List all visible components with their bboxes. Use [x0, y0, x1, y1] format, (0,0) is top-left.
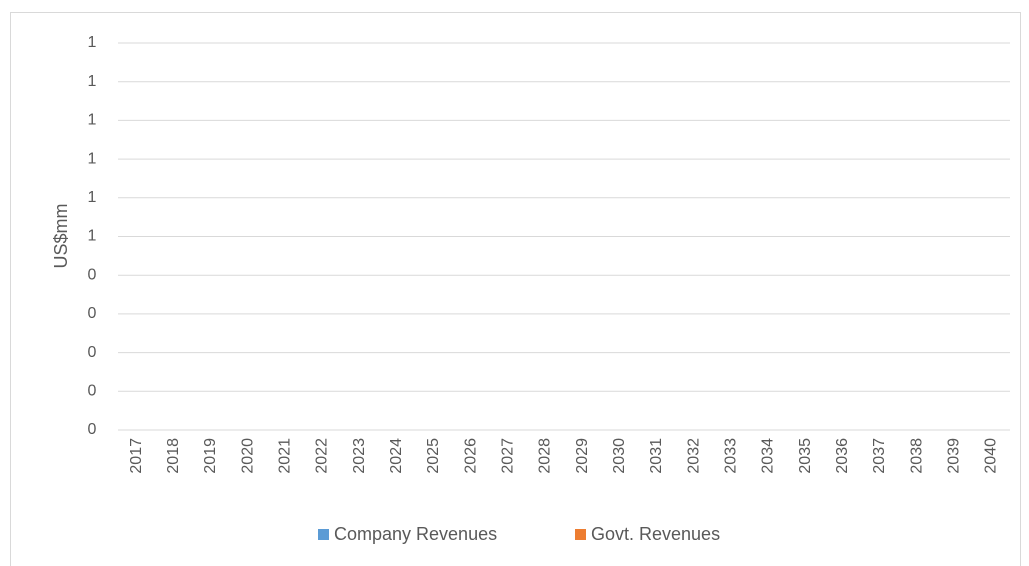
x-tick-label: 2035 [797, 438, 814, 474]
x-tick-label: 2018 [165, 438, 182, 474]
chart-border [10, 12, 1021, 566]
x-tick-label: 2017 [128, 438, 145, 474]
y-tick-label: 1 [88, 228, 97, 245]
x-tick-label: 2034 [760, 438, 777, 474]
x-tick-label: 2025 [425, 438, 442, 474]
y-tick-label: 0 [88, 266, 97, 283]
y-tick-label: 1 [88, 34, 97, 51]
legend-label: Govt. Revenues [591, 524, 720, 544]
x-tick-label: 2020 [239, 438, 256, 474]
y-axis-title: US$mm [51, 203, 71, 268]
y-tick-label: 1 [88, 112, 97, 129]
y-tick-label: 0 [88, 383, 97, 400]
y-tick-label: 1 [88, 73, 97, 90]
x-tick-label: 2021 [276, 438, 293, 474]
x-tick-label: 2027 [499, 438, 516, 474]
x-tick-label: 2023 [351, 438, 368, 474]
x-tick-label: 2031 [648, 438, 665, 474]
y-tick-label: 0 [88, 305, 97, 322]
legend-swatch [575, 529, 586, 540]
x-tick-label: 2029 [574, 438, 591, 474]
x-tick-label: 2033 [722, 438, 739, 474]
x-tick-label: 2022 [314, 438, 331, 474]
x-tick-label: 2026 [462, 438, 479, 474]
legend-label: Company Revenues [334, 524, 497, 544]
x-tick-label: 2040 [983, 438, 1000, 474]
x-tick-label: 2024 [388, 438, 405, 474]
x-tick-label: 2036 [834, 438, 851, 474]
legend-swatch [318, 529, 329, 540]
x-tick-label: 2030 [611, 438, 628, 474]
y-tick-label: 0 [88, 421, 97, 438]
x-tick-label: 2032 [685, 438, 702, 474]
x-tick-label: 2028 [537, 438, 554, 474]
x-tick-label: 2038 [908, 438, 925, 474]
x-tick-label: 2037 [871, 438, 888, 474]
x-tick-label: 2039 [945, 438, 962, 474]
x-tick-label: 2019 [202, 438, 219, 474]
y-tick-label: 1 [88, 150, 97, 167]
y-tick-label: 1 [88, 189, 97, 206]
y-tick-label: 0 [88, 344, 97, 361]
